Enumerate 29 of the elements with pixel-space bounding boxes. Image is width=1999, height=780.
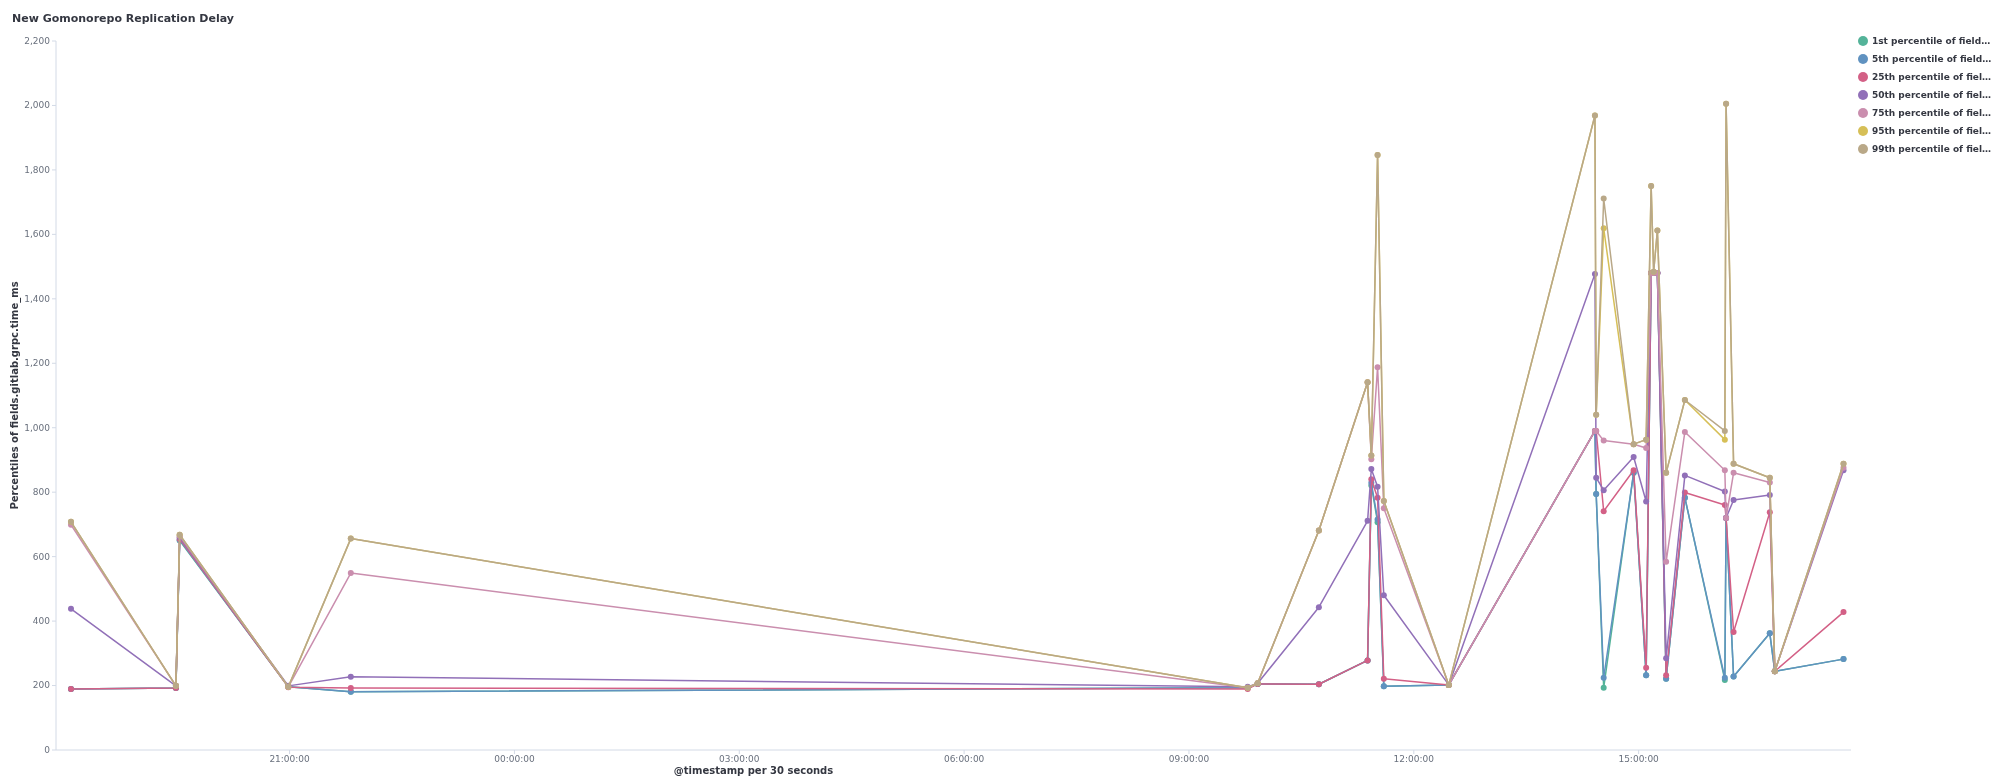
- y-tick-label: 1,000: [24, 422, 51, 433]
- legend-label: 5th percentile of field…: [1872, 53, 1992, 64]
- y-tick-label: 1,800: [24, 164, 51, 175]
- legend-label: 25th percentile of fiel…: [1872, 71, 1991, 82]
- y-tick-label: 0: [44, 744, 51, 755]
- x-tick-label: 00:00:00: [494, 754, 535, 764]
- x-tick-label: 15:00:00: [1618, 754, 1660, 764]
- y-axis-title: Percentiles of fields.gitlab.grpc.time_ms: [9, 281, 21, 510]
- x-tick-label: 12:00:00: [1393, 754, 1435, 764]
- x-tick-label: 09:00:00: [1168, 754, 1210, 764]
- x-tick-label: 03:00:00: [719, 754, 760, 764]
- x-tick-label: 06:00:00: [943, 754, 985, 764]
- chart-title: New Gomonorepo Replication Delay: [12, 12, 234, 25]
- legend-label: 50th percentile of fiel…: [1872, 89, 1991, 100]
- legend-label: 75th percentile of fiel…: [1872, 107, 1991, 118]
- y-tick-label: 200: [32, 680, 51, 691]
- y-tick-label: 800: [32, 487, 51, 498]
- legend-label: 95th percentile of fiel…: [1872, 125, 1991, 136]
- y-tick-label: 1,600: [24, 229, 51, 240]
- x-tick-label: 21:00:00: [269, 754, 311, 764]
- y-tick-label: 1,400: [24, 293, 51, 304]
- legend-label: 1st percentile of field…: [1872, 35, 1991, 46]
- x-axis-title: @timestamp per 30 seconds: [673, 765, 834, 776]
- y-tick-label: 400: [32, 615, 51, 626]
- legend-label: 99th percentile of fiel…: [1872, 143, 1991, 154]
- y-tick-label: 1,200: [24, 358, 51, 369]
- y-tick-label: 2,200: [24, 35, 51, 46]
- y-tick-label: 2,000: [24, 100, 51, 111]
- y-tick-label: 600: [32, 551, 51, 562]
